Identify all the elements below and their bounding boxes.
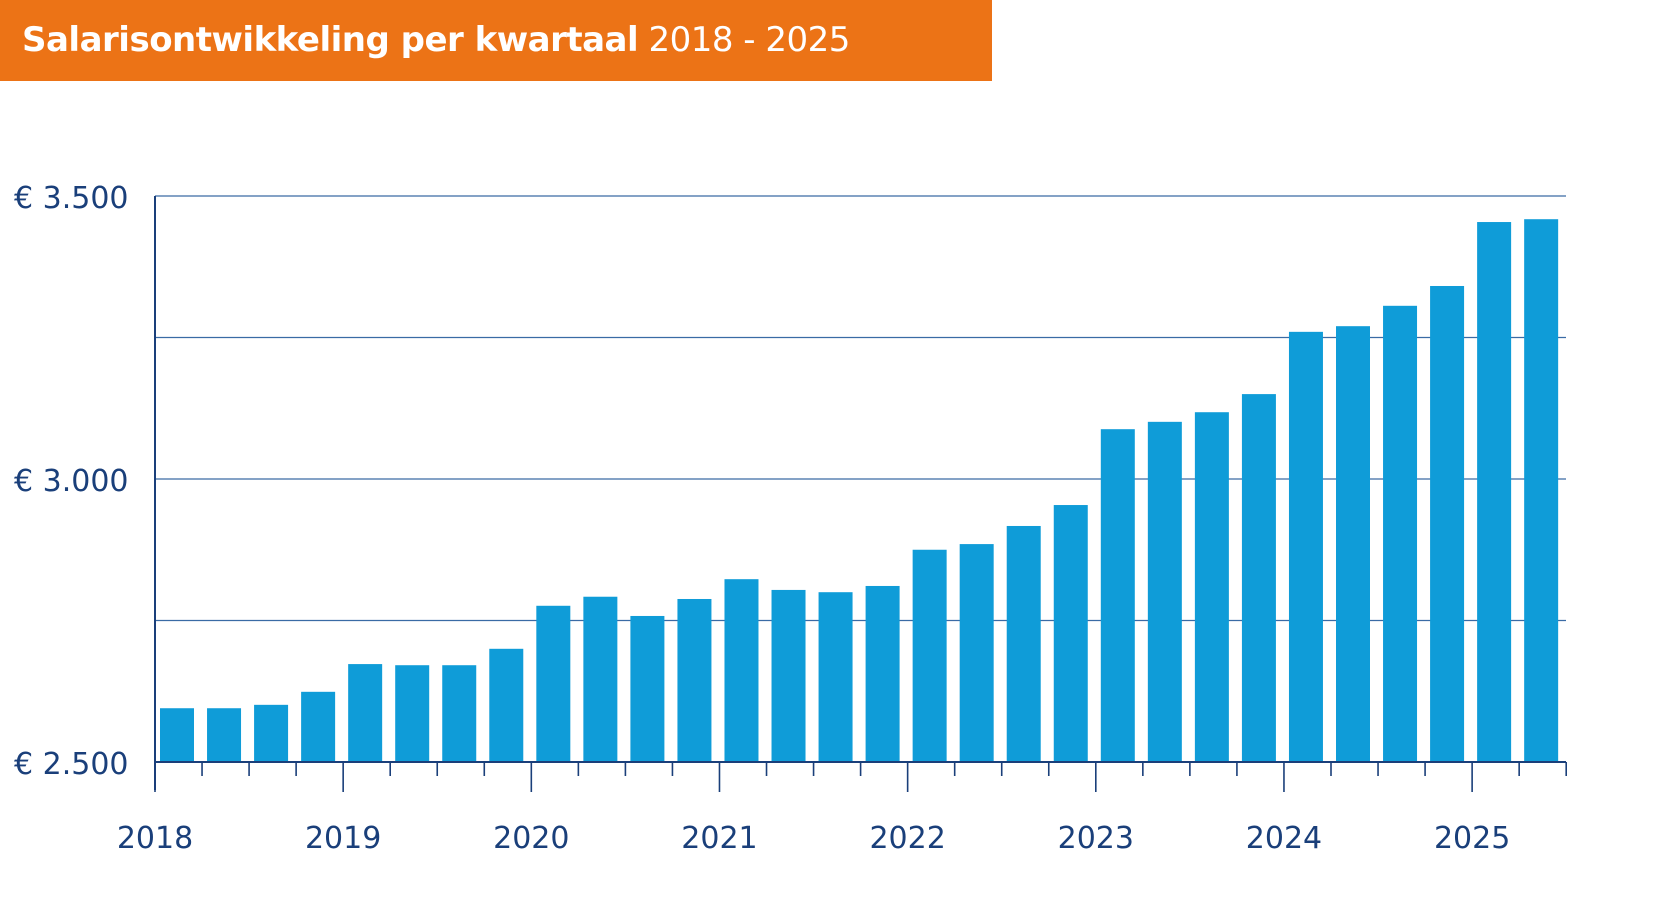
bar	[207, 708, 242, 762]
bar	[1053, 505, 1088, 762]
y-tick-label: € 2.500	[14, 747, 129, 782]
bar	[1524, 219, 1559, 762]
bar	[724, 579, 759, 762]
bar	[1006, 525, 1041, 762]
x-tick-label: 2020	[493, 821, 569, 856]
bar	[160, 708, 194, 762]
bar	[1241, 394, 1276, 762]
bar	[1194, 412, 1229, 762]
bar	[677, 598, 712, 762]
bar	[1336, 326, 1370, 762]
bar	[818, 592, 853, 762]
bar	[1100, 429, 1135, 762]
bar	[865, 585, 900, 762]
bar	[1430, 285, 1465, 762]
x-tick-label: 2022	[869, 821, 945, 856]
bar	[348, 664, 383, 762]
chart-title: Salarisontwikkeling per kwartaal 2018 - …	[22, 20, 850, 60]
bar	[536, 605, 571, 762]
bar	[1477, 222, 1512, 762]
x-tick-label: 2019	[305, 821, 381, 856]
bar	[489, 648, 524, 762]
bar	[630, 615, 665, 762]
x-tick-label: 2025	[1434, 821, 1510, 856]
bar	[1383, 305, 1418, 762]
bar	[959, 544, 994, 762]
title-main: Salarisontwikkeling per kwartaal	[22, 20, 639, 60]
bar	[301, 691, 336, 762]
title-period: 2018 - 2025	[648, 20, 850, 60]
bar	[912, 549, 947, 762]
x-tick-label: 2023	[1058, 821, 1134, 856]
x-tick-label: 2018	[117, 821, 193, 856]
title-banner: Salarisontwikkeling per kwartaal 2018 - …	[0, 0, 992, 81]
bar	[1288, 331, 1323, 762]
bar	[254, 704, 289, 762]
x-tick-label: 2024	[1246, 821, 1322, 856]
bar	[771, 589, 806, 762]
y-tick-label: € 3.000	[14, 464, 129, 499]
y-tick-label: € 3.500	[14, 181, 129, 216]
bar	[583, 596, 618, 762]
bar	[395, 665, 430, 762]
x-tick-label: 2021	[681, 821, 757, 856]
bar	[442, 665, 477, 762]
bar	[1147, 421, 1182, 762]
